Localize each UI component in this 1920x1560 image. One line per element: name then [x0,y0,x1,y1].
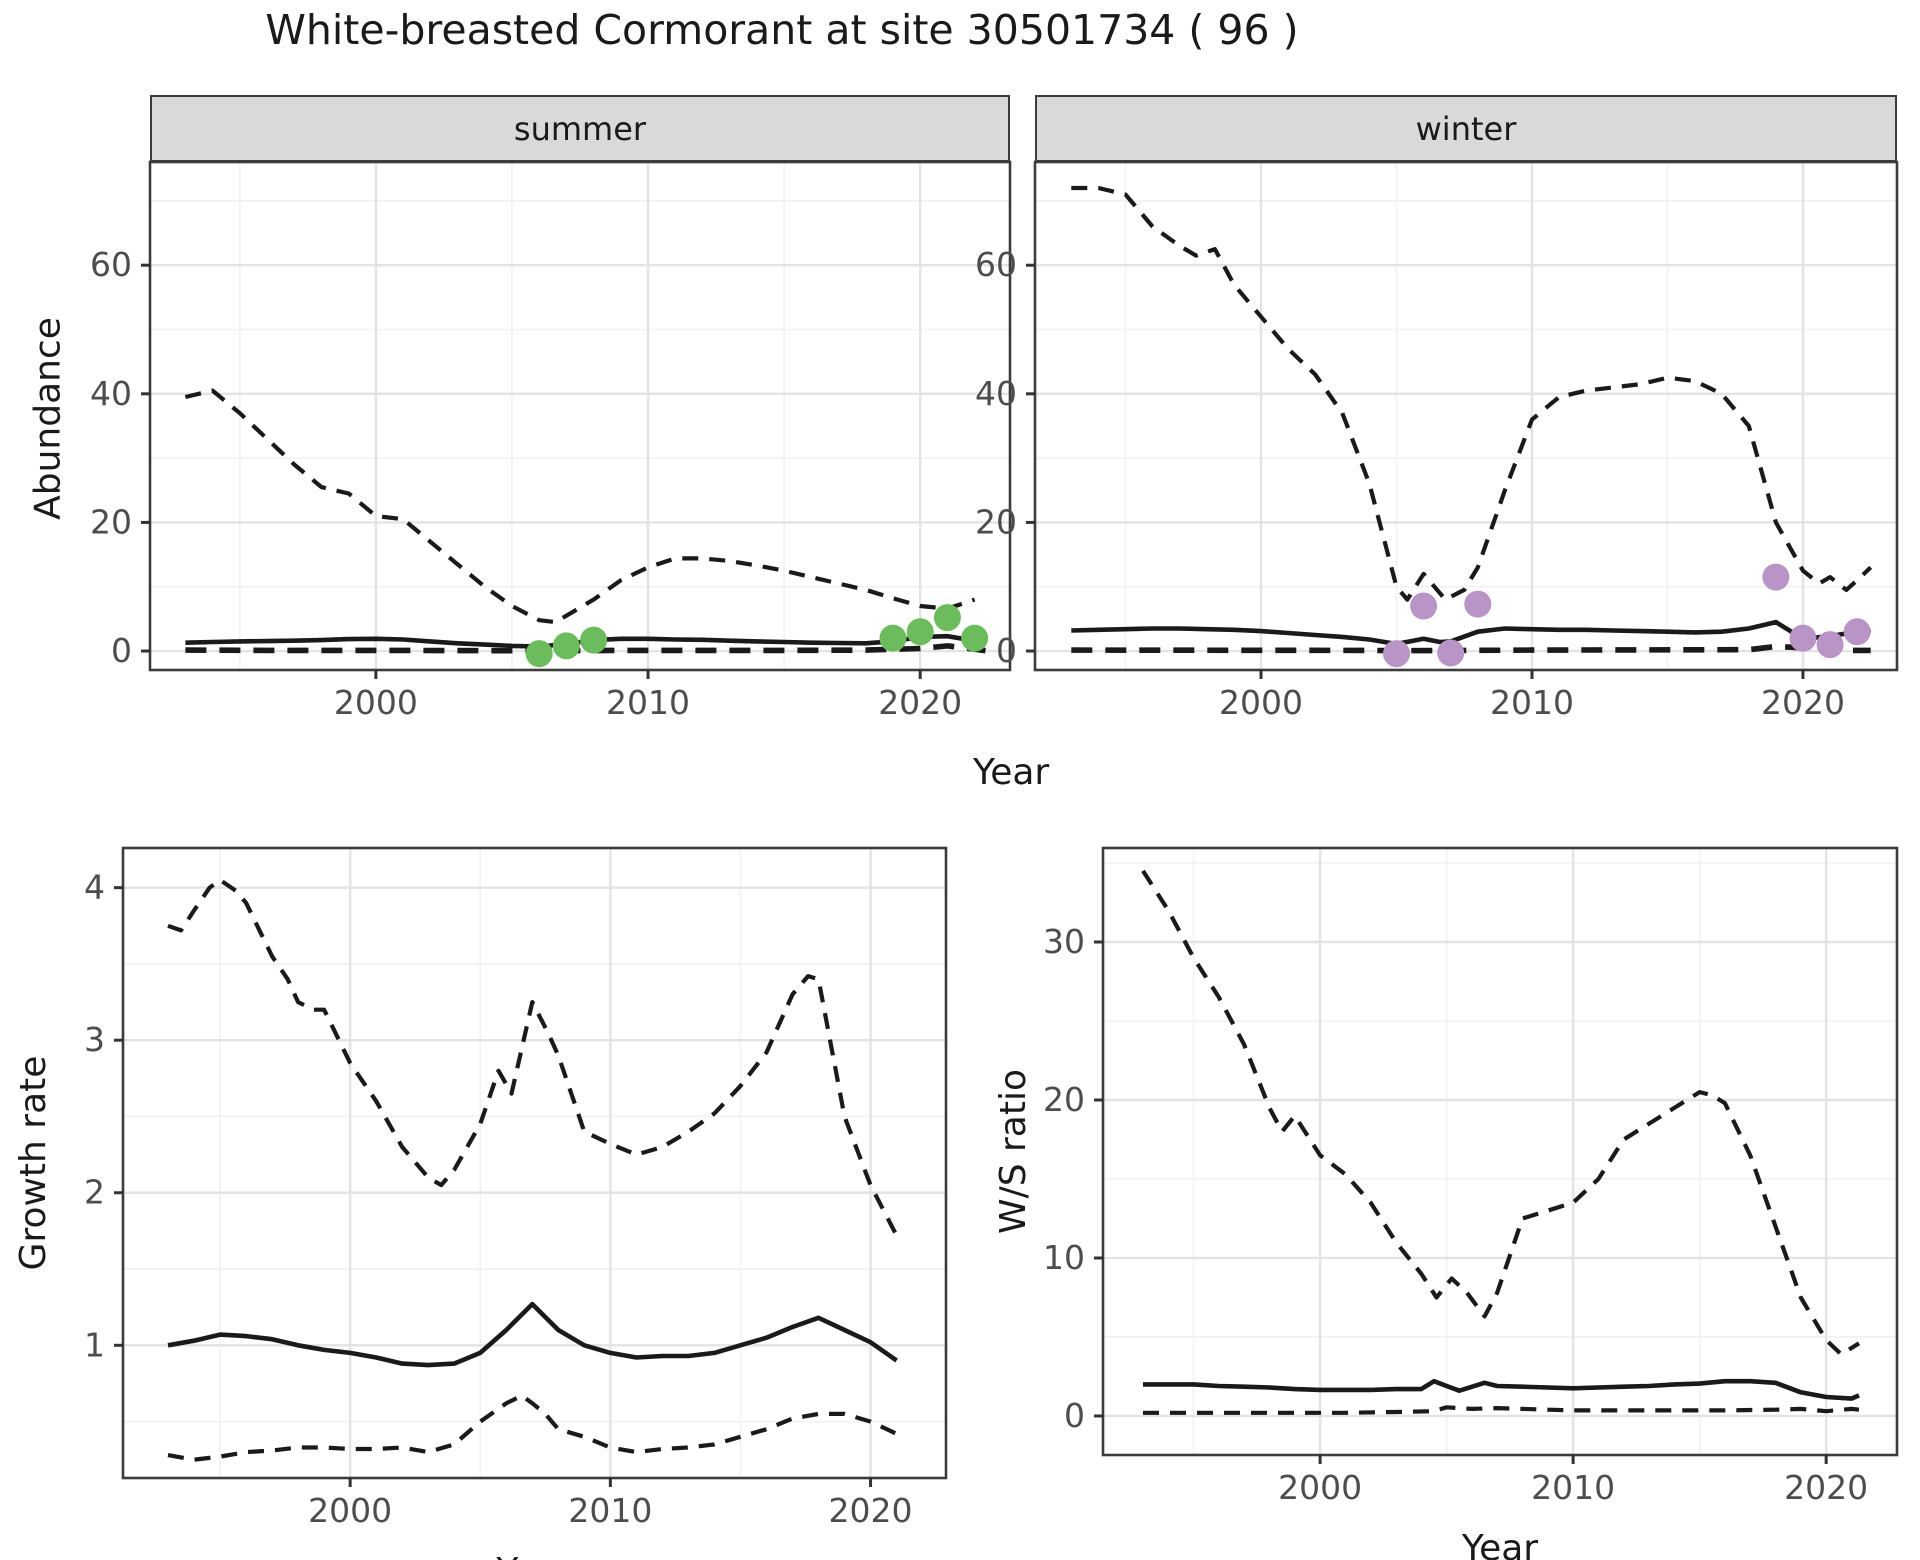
growth-rate-lower_ci-line [167,1393,898,1462]
x-tick-label: 2020 [1784,1468,1868,1507]
y-tick-label: 0 [1064,1396,1085,1435]
observation-point [1789,624,1817,652]
ws-ratio-median-line [1143,1378,1860,1401]
panel-border [121,846,948,1480]
x-tick-label: 2010 [1490,683,1574,722]
x-tick-label: 2020 [1761,683,1845,722]
y-tick-label: 4 [84,868,105,907]
observation-point [961,624,989,652]
abundance-winter-median-line [1071,619,1871,647]
abundance-winter-upper_ci-line [1071,185,1873,602]
observation-point [1843,618,1871,646]
y-tick-label: 20 [1043,1080,1085,1119]
y-tick-label: 20 [90,502,132,541]
y-tick-label: 40 [90,374,132,413]
y-axis-title: W/S ratio [993,1069,1034,1234]
facet-label: winter [1415,109,1517,148]
observation-point [1762,563,1790,591]
y-tick-label: 3 [84,1020,105,1059]
y-tick-label: 60 [90,245,132,284]
observation-point [1816,631,1844,659]
x-tick-label: 2020 [829,1491,913,1530]
x-tick-label: 2010 [606,683,690,722]
facet-strip-winter: winter [1035,95,1897,162]
x-tick-label: 2000 [1219,683,1303,722]
y-tick-label: 20 [975,502,1017,541]
abundance-summer-lower_ci-line [185,643,986,654]
abundance-winter-lower_ci-line [1071,643,1871,654]
y-tick-label: 0 [996,631,1017,670]
ws-ratio-upper_ci-line [1141,869,1861,1357]
growth-rate-upper_ci-line [167,877,899,1237]
y-tick-label: 10 [1043,1238,1085,1277]
x-axis-title: Year [1461,1528,1538,1560]
abundance-summer-median-line [185,633,975,649]
y-tick-label: 0 [111,631,132,670]
observation-point [1410,592,1438,620]
panel-border [1033,160,1899,672]
observation-point [933,604,961,632]
y-axis-title: Growth rate [13,1056,54,1271]
observation-point [552,632,580,660]
x-tick-label: 2020 [878,683,962,722]
abundance-summer-upper_ci-line [184,388,976,625]
growth-rate-median-line [167,1301,898,1368]
x-tick-label: 2000 [1278,1468,1362,1507]
x-tick-label: 2000 [308,1491,392,1530]
top-year-axis-title: Year [973,752,1050,793]
observation-point [906,618,934,646]
x-tick-label: 2000 [334,683,418,722]
y-tick-label: 1 [84,1325,105,1364]
facet-strip-summer: summer [150,95,1010,162]
y-tick-label: 60 [975,245,1017,284]
x-tick-label: 2010 [568,1491,652,1530]
x-axis-title: Year [495,1551,572,1560]
panel-border [148,160,1012,672]
y-tick-label: 2 [84,1173,105,1212]
y-tick-label: 40 [975,374,1017,413]
figure-title: White-breasted Cormorant at site 3050173… [265,6,1299,54]
observation-point [525,640,553,668]
facet-label: summer [513,109,647,148]
observation-point [580,626,608,654]
observation-point [879,624,907,652]
panel-border [1101,846,1899,1457]
x-tick-label: 2010 [1531,1468,1615,1507]
observation-point [1382,640,1410,668]
y-tick-label: 30 [1043,922,1085,961]
observation-point [1464,590,1492,618]
ws-ratio-lower_ci-line [1143,1405,1860,1415]
observation-point [1437,639,1465,667]
